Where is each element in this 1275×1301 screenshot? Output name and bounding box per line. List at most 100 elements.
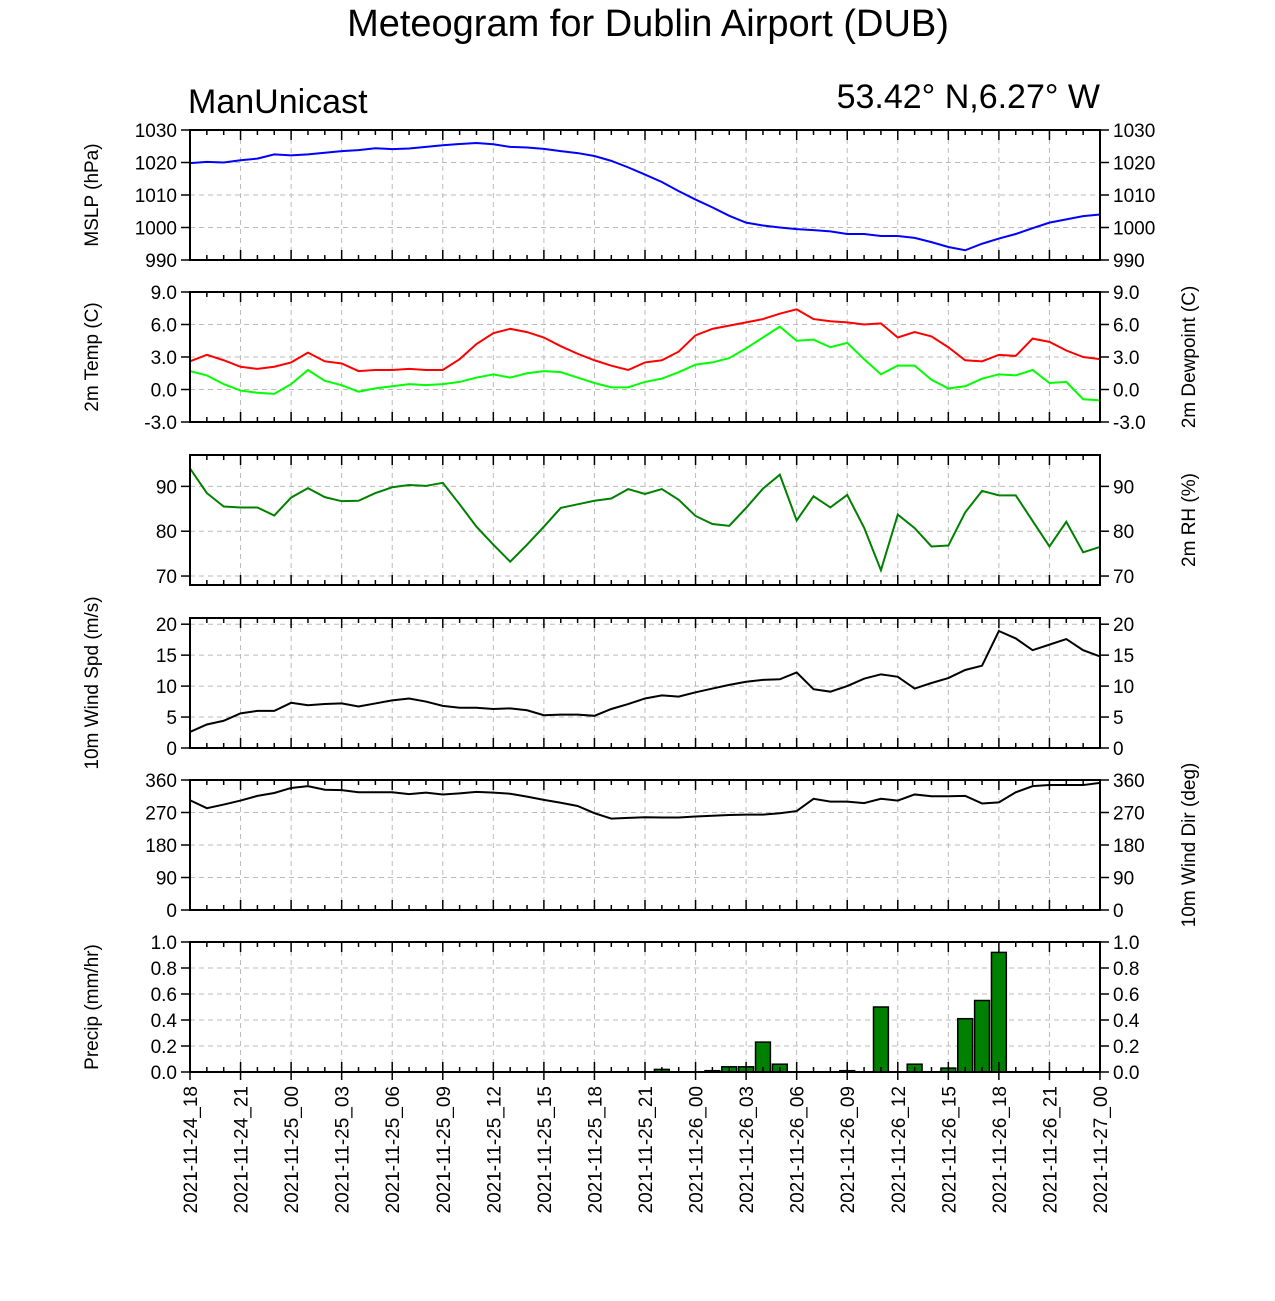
series-line-0 [189,467,1101,574]
panel-1: -3.0 -3.0 0.0 0.0 3.0 3.0 6.0 6.0 9.0 9.0 2m Temp … [82,283,1200,434]
precip-bar [957,1017,974,1073]
y-tick-label-right: 6.0 [1113,316,1139,337]
y-tick-label: 3.0 [151,348,177,369]
y-tick-label: 9.0 [151,283,177,304]
y-tick-label-right: 90 [1113,869,1134,890]
time-label: 2021-11-26_15 [939,1086,960,1213]
series-line-0 [189,308,1101,373]
y-tick-label: 20 [156,615,177,636]
y-tick-label-right: 0 [1113,901,1124,922]
y-tick-label-right: 0.4 [1113,1011,1140,1032]
y-tick-label-right: 360 [1113,771,1145,792]
time-label: 2021-11-25_03 [333,1086,354,1213]
y-tick-label-right: 1010 [1113,186,1155,207]
y-axis-label-right: 2m Dewpoint (C) [1179,286,1200,429]
y-tick-label: 990 [145,251,177,272]
y-tick-label: 5 [166,708,177,729]
y-axis-label: 10m Wind Spd (m/s) [82,596,103,769]
precip-bar [990,951,1008,1073]
precip-bar [872,1006,890,1073]
series-line-0 [189,629,1101,733]
y-tick-label: 0.0 [151,1063,177,1084]
time-axis-labels: 2021-11-24_18 2021-11-24_21 2021-11-25_00 2… [181,1072,1112,1213]
y-tick-label-right: -3.0 [1113,413,1146,434]
time-label: 2021-11-24_18 [181,1086,202,1213]
y-tick-label-right: 270 [1113,804,1145,825]
y-tick-label-right: 0.6 [1113,985,1139,1006]
y-tick-label: 90 [156,477,177,498]
y-tick-label-right: 90 [1113,477,1134,498]
y-tick-label: 0.4 [151,1011,178,1032]
y-tick-label: 80 [156,522,177,543]
time-label: 2021-11-26_03 [737,1086,758,1213]
y-tick-label-right: 10 [1113,677,1134,698]
panel-0: 990 990 1000 1000 1010 1010 1020 1020 1030 1030 MS… [82,121,1155,272]
y-tick-label: 360 [145,771,177,792]
time-label: 2021-11-26_18 [990,1086,1011,1213]
y-tick-label: 15 [156,646,177,667]
time-label: 2021-11-26_21 [1040,1086,1061,1213]
y-axis-label: MSLP (hPa) [82,143,103,246]
y-tick-label-right: 0.0 [1113,1063,1139,1084]
y-tick-label: 0 [166,739,177,760]
time-label: 2021-11-25_21 [636,1086,657,1213]
chart-title: Meteogram for Dublin Airport (DUB) [347,3,949,45]
time-label: 2021-11-27_00 [1091,1086,1112,1213]
y-tick-label: 0.2 [151,1037,177,1058]
y-tick-label-right: 9.0 [1113,283,1139,304]
y-tick-label: 70 [156,567,177,588]
series-line-0 [189,781,1101,820]
y-tick-label-right: 0.8 [1113,959,1139,980]
y-tick-label-right: 180 [1113,836,1145,857]
time-label: 2021-11-25_06 [383,1086,404,1213]
y-axis-label-right: 2m RH (%) [1179,473,1200,567]
y-tick-label: -3.0 [144,413,177,434]
y-tick-label: 270 [145,804,177,825]
y-tick-label-right: 5 [1113,708,1124,729]
y-tick-label-right: 0.2 [1113,1037,1139,1058]
time-label: 2021-11-25_15 [535,1086,556,1213]
location-label: 53.42° N,6.27° W [837,78,1100,116]
y-axis-label: Precip (mm/hr) [82,944,103,1070]
time-label: 2021-11-26_09 [838,1086,859,1213]
y-tick-label-right: 15 [1113,646,1134,667]
y-tick-label: 0.6 [151,985,177,1006]
y-tick-label-right: 1030 [1113,121,1155,142]
y-tick-label: 0.8 [151,959,177,980]
series-line-0 [189,141,1101,252]
time-label: 2021-11-26_12 [889,1086,910,1213]
time-label: 2021-11-26_00 [687,1086,708,1213]
y-tick-label-right: 1000 [1113,219,1155,240]
y-tick-label: 180 [145,836,177,857]
y-tick-label: 0 [166,901,177,922]
time-label: 2021-11-25_12 [484,1086,505,1213]
y-tick-label: 1000 [135,219,177,240]
y-tick-label: 10 [156,677,177,698]
y-tick-label: 1010 [135,186,177,207]
y-tick-label: 90 [156,869,177,890]
y-tick-label-right: 990 [1113,251,1145,272]
panel-2: 70 70 80 80 90 90 2m RH (%) [156,454,1200,588]
y-tick-label-right: 80 [1113,522,1134,543]
y-tick-label: 6.0 [151,316,177,337]
y-axis-label-right: 10m Wind Dir (deg) [1179,763,1200,928]
y-tick-label-right: 70 [1113,567,1134,588]
time-label: 2021-11-25_00 [282,1086,303,1213]
series-line-1 [189,325,1101,402]
y-tick-label-right: 0.0 [1113,381,1139,402]
y-tick-label-right: 1020 [1113,154,1155,175]
model-label: ManUnicast [188,83,368,121]
y-tick-label: 0.0 [151,381,177,402]
y-tick-label-right: 3.0 [1113,348,1139,369]
y-tick-label: 1030 [135,121,177,142]
time-label: 2021-11-26_06 [788,1086,809,1213]
y-axis-label: 2m Temp (C) [82,302,103,411]
precip-bar [973,999,991,1073]
time-label: 2021-11-24_21 [232,1086,253,1213]
y-tick-label-right: 0 [1113,739,1124,760]
y-tick-label-right: 20 [1113,615,1134,636]
y-tick-label: 1020 [135,154,177,175]
y-tick-label-right: 1.0 [1113,933,1139,954]
